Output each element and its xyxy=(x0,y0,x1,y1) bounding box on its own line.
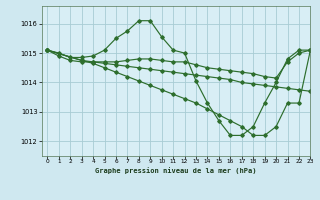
X-axis label: Graphe pression niveau de la mer (hPa): Graphe pression niveau de la mer (hPa) xyxy=(95,167,257,174)
